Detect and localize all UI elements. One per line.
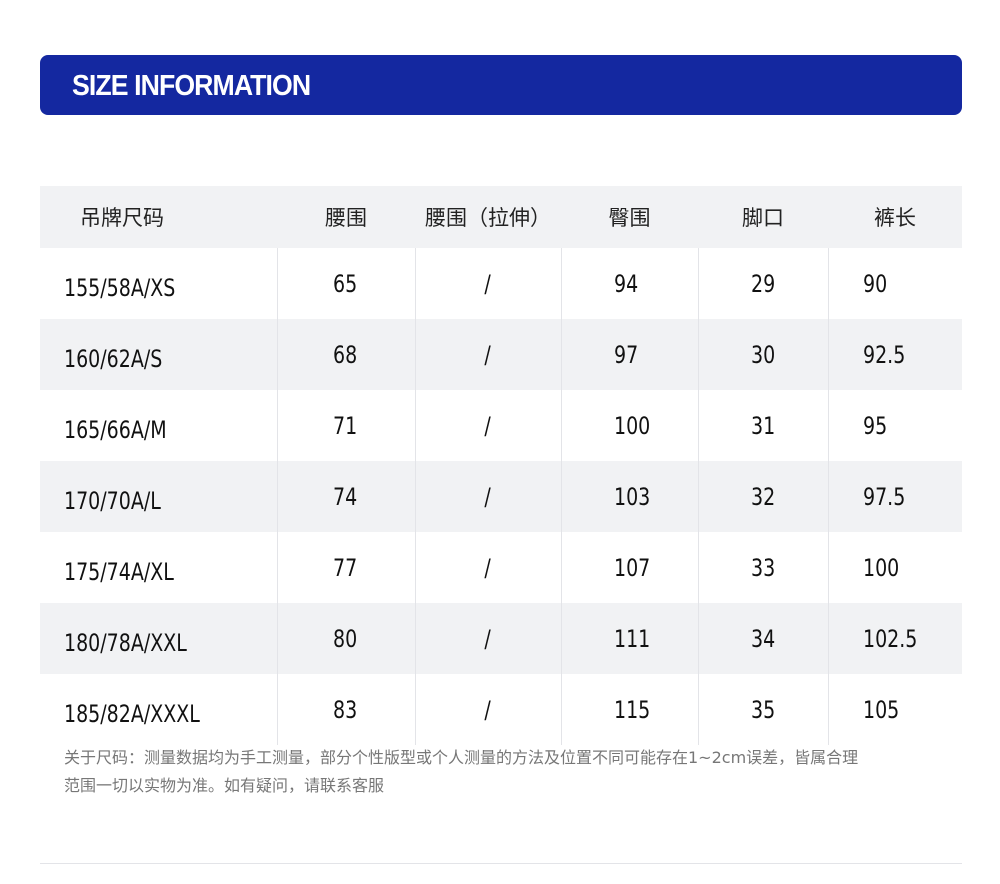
size-info-banner: SIZE INFORMATION bbox=[40, 55, 962, 115]
table-row: 185/82A/XXXL 83 / 115 35 105 bbox=[40, 674, 962, 745]
cell-waist-stretched: / bbox=[484, 482, 492, 511]
cell-leg-opening: 34 bbox=[750, 624, 775, 653]
cell-waist: 80 bbox=[332, 624, 357, 653]
cell-length: 92.5 bbox=[862, 340, 905, 369]
cell-length: 100 bbox=[862, 553, 899, 582]
cell-waist-stretched: / bbox=[484, 695, 492, 724]
cell-leg-opening: 35 bbox=[750, 695, 775, 724]
cell-waist-stretched: / bbox=[484, 269, 492, 298]
header-length: 裤长 bbox=[828, 186, 962, 248]
cell-waist: 74 bbox=[332, 482, 357, 511]
table-row: 160/62A/S 68 / 97 30 92.5 bbox=[40, 319, 962, 390]
header-waist: 腰围 bbox=[277, 186, 415, 248]
cell-waist-stretched: / bbox=[484, 553, 492, 582]
cell-leg-opening: 32 bbox=[750, 482, 775, 511]
cell-size: 165/66A/M bbox=[64, 415, 167, 444]
cell-leg-opening: 30 bbox=[750, 340, 775, 369]
cell-leg-opening: 31 bbox=[750, 411, 775, 440]
header-waist-stretched: 腰围（拉伸） bbox=[415, 186, 561, 248]
cell-waist: 68 bbox=[332, 340, 357, 369]
cell-length: 102.5 bbox=[862, 624, 917, 653]
cell-length: 95 bbox=[862, 411, 887, 440]
banner-title: SIZE INFORMATION bbox=[72, 70, 311, 102]
cell-size: 175/74A/XL bbox=[64, 557, 174, 586]
table-row: 180/78A/XXL 80 / 111 34 102.5 bbox=[40, 603, 962, 674]
cell-size: 180/78A/XXL bbox=[64, 628, 187, 657]
table-row: 155/58A/XS 65 / 94 29 90 bbox=[40, 248, 962, 319]
cell-size: 160/62A/S bbox=[64, 344, 163, 373]
table-row: 165/66A/M 71 / 100 31 95 bbox=[40, 390, 962, 461]
size-note-line-2: 范围一切以实物为准。如有疑问，请联系客服 bbox=[64, 776, 385, 795]
header-tag-size: 吊牌尺码 bbox=[40, 186, 277, 248]
cell-waist-stretched: / bbox=[484, 411, 492, 440]
cell-waist: 77 bbox=[332, 553, 357, 582]
cell-waist-stretched: / bbox=[484, 340, 492, 369]
cell-leg-opening: 33 bbox=[750, 553, 775, 582]
cell-hip: 97 bbox=[613, 340, 638, 369]
bottom-divider bbox=[40, 863, 962, 864]
cell-waist: 65 bbox=[332, 269, 357, 298]
cell-length: 90 bbox=[862, 269, 887, 298]
cell-size: 170/70A/L bbox=[64, 486, 161, 515]
cell-size: 155/58A/XS bbox=[64, 273, 176, 302]
cell-waist: 83 bbox=[332, 695, 357, 724]
cell-hip: 103 bbox=[613, 482, 650, 511]
cell-length: 105 bbox=[862, 695, 899, 724]
header-leg-opening: 脚口 bbox=[698, 186, 828, 248]
size-note-line-1: 关于尺码：测量数据均为手工测量，部分个性版型或个人测量的方法及位置不同可能存在1… bbox=[64, 748, 859, 767]
header-hip: 臀围 bbox=[561, 186, 698, 248]
cell-hip: 115 bbox=[613, 695, 650, 724]
cell-hip: 94 bbox=[613, 269, 638, 298]
cell-hip: 111 bbox=[613, 624, 650, 653]
cell-length: 97.5 bbox=[862, 482, 905, 511]
cell-hip: 107 bbox=[613, 553, 650, 582]
cell-leg-opening: 29 bbox=[750, 269, 775, 298]
cell-size: 185/82A/XXXL bbox=[64, 699, 200, 728]
cell-hip: 100 bbox=[613, 411, 650, 440]
size-note: 关于尺码：测量数据均为手工测量，部分个性版型或个人测量的方法及位置不同可能存在1… bbox=[64, 744, 964, 800]
cell-waist-stretched: / bbox=[484, 624, 492, 653]
table-row: 175/74A/XL 77 / 107 33 100 bbox=[40, 532, 962, 603]
cell-waist: 71 bbox=[332, 411, 357, 440]
table-header-row: 吊牌尺码 腰围 腰围（拉伸） 臀围 脚口 裤长 bbox=[40, 186, 962, 248]
table-row: 170/70A/L 74 / 103 32 97.5 bbox=[40, 461, 962, 532]
size-table: 吊牌尺码 腰围 腰围（拉伸） 臀围 脚口 裤长 155/58A/XS 65 / … bbox=[40, 186, 962, 745]
